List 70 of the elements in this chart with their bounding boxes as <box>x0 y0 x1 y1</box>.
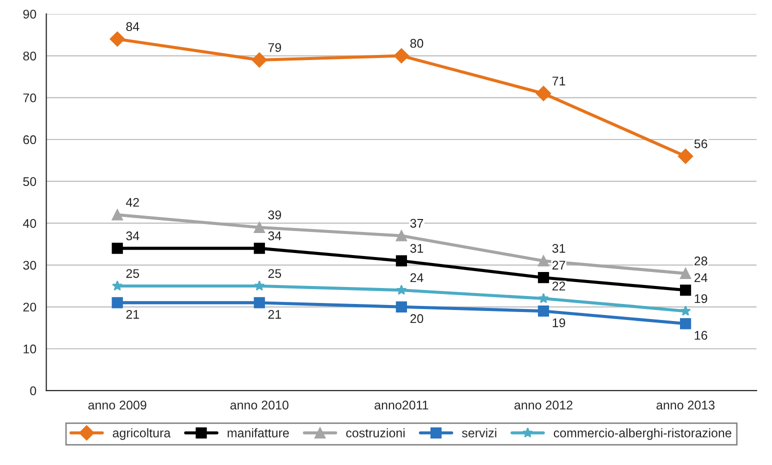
point <box>254 280 265 291</box>
data-label: 19 <box>694 294 708 304</box>
point <box>538 306 550 317</box>
data-label: 16 <box>694 330 708 340</box>
data-label: 21 <box>126 310 139 319</box>
x-tick-label: anno 2013 <box>656 400 715 410</box>
data-label: 37 <box>410 218 424 228</box>
point <box>396 255 407 266</box>
legend-label: commercio-alberghi-ristorazione <box>554 428 732 440</box>
y-tick-label: 0 <box>30 386 36 396</box>
data-label: 39 <box>268 210 282 220</box>
data-label: 22 <box>552 282 566 290</box>
point <box>112 280 123 291</box>
point <box>536 86 552 102</box>
data-label: 24 <box>694 273 708 282</box>
data-label: 31 <box>552 244 566 253</box>
point <box>680 268 692 279</box>
point <box>680 306 691 316</box>
x-tick-label: anno 2012 <box>514 400 572 410</box>
point <box>112 209 123 220</box>
data-label: 25 <box>126 269 140 278</box>
data-label: 19 <box>552 318 566 328</box>
point <box>254 222 265 233</box>
legend-label: manifatture <box>228 428 289 438</box>
x-tick-label: anno2011 <box>374 400 428 410</box>
data-label: 56 <box>694 139 708 148</box>
data-label: 84 <box>126 22 140 32</box>
legend-label: costruzioni <box>346 428 405 438</box>
point <box>680 318 692 330</box>
point <box>252 52 267 68</box>
data-label: 25 <box>268 269 282 278</box>
point <box>678 148 694 164</box>
data-label: 71 <box>552 76 566 86</box>
data-label: 34 <box>126 231 140 240</box>
data-label: 80 <box>410 38 424 48</box>
y-tick-label: 10 <box>24 344 36 354</box>
legend-label: servizi <box>462 428 496 438</box>
data-label: 42 <box>126 198 139 207</box>
point <box>680 284 692 296</box>
y-tick-label: 70 <box>23 93 36 102</box>
y-tick-label: 20 <box>23 302 36 312</box>
point <box>254 242 265 254</box>
data-label: 79 <box>268 43 282 52</box>
x-tick-label: anno 2010 <box>230 400 288 410</box>
y-tick-label: 50 <box>23 177 36 186</box>
legend-label: agricoltura <box>112 428 171 440</box>
data-label: 28 <box>694 256 708 266</box>
data-label: 21 <box>268 310 282 319</box>
point <box>396 284 407 295</box>
point <box>396 301 407 312</box>
data-label: 34 <box>268 231 282 240</box>
data-label: 24 <box>410 273 424 282</box>
point <box>112 297 123 308</box>
y-tick-label: 90 <box>23 10 36 19</box>
y-tick-label: 30 <box>23 260 36 270</box>
point <box>254 297 265 308</box>
data-label: 27 <box>552 260 566 270</box>
point <box>538 272 550 284</box>
y-tick-label: 40 <box>22 219 36 228</box>
point <box>538 255 550 266</box>
data-label: 31 <box>410 244 424 253</box>
point <box>112 242 123 254</box>
point <box>394 48 410 64</box>
point <box>110 31 125 47</box>
y-tick-label: 80 <box>23 52 36 60</box>
y-tick-label: 60 <box>23 135 36 144</box>
x-tick-label: anno 2009 <box>88 400 146 410</box>
point <box>396 230 407 242</box>
data-label: 20 <box>410 314 424 324</box>
point <box>538 292 549 304</box>
